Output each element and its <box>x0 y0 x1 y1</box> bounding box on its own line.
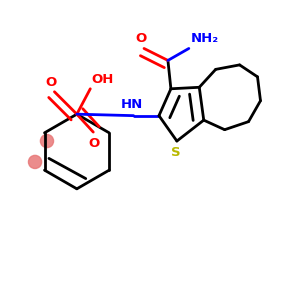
Text: S: S <box>171 146 180 159</box>
Text: HN: HN <box>121 98 143 111</box>
Circle shape <box>40 134 53 148</box>
Text: O: O <box>135 32 147 46</box>
Text: O: O <box>46 76 57 89</box>
Text: NH₂: NH₂ <box>190 32 218 46</box>
Text: O: O <box>88 137 100 151</box>
Circle shape <box>28 155 42 169</box>
Text: OH: OH <box>92 73 114 86</box>
